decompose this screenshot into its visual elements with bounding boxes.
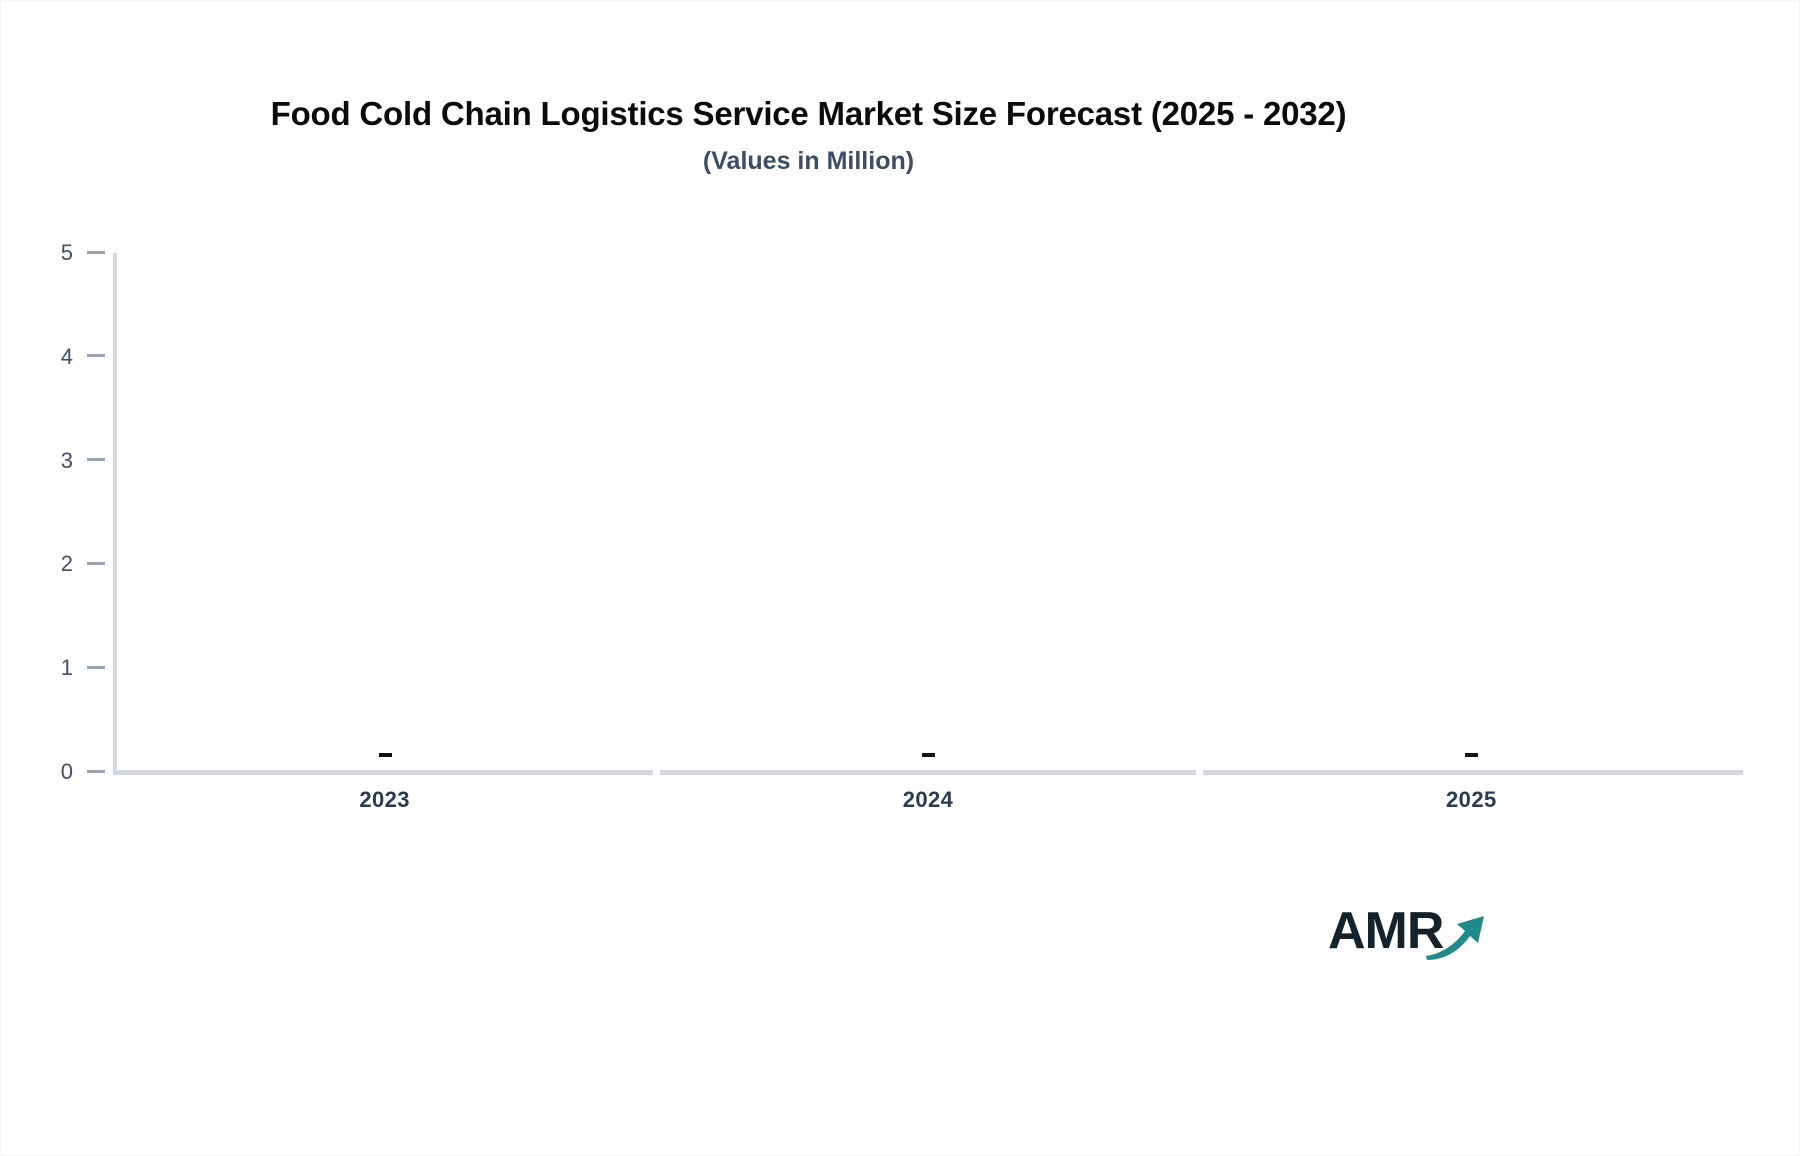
y-axis-tick: 1	[1, 655, 105, 681]
y-axis-tick-mark	[87, 458, 105, 462]
logo-wordmark: AMR	[1328, 902, 1444, 960]
x-axis-tick-label: 2023	[359, 787, 410, 812]
x-axis-segment	[659, 770, 1197, 775]
y-axis-tick: 0	[1, 759, 105, 784]
y-axis-tick-mark	[87, 665, 105, 669]
y-axis-tick-label: 1	[60, 655, 73, 681]
trend-up-arrow-icon	[1424, 908, 1486, 965]
y-axis-tick-mark	[87, 561, 105, 565]
y-axis-tick-label: 5	[60, 240, 73, 265]
x-axis-tick-label: 2024	[902, 787, 954, 812]
y-axis-tick-label: 2	[60, 551, 73, 577]
y-axis-tick: 3	[1, 447, 105, 473]
chart-subtitle: (Values in Million)	[702, 147, 915, 176]
y-axis-tick-mark	[87, 250, 105, 254]
data-point-marker	[378, 753, 392, 757]
data-point-marker	[1465, 753, 1479, 757]
amr-logo: AMR	[1328, 902, 1484, 960]
y-axis-tick-label: 0	[60, 759, 73, 784]
y-axis-tick-mark	[87, 769, 105, 773]
chart-title-block: Food Cold Chain Logistics Service Market…	[1, 93, 1616, 178]
y-axis-tick-label: 3	[60, 447, 73, 473]
y-axis-tick-label: 4	[60, 343, 73, 369]
y-axis-tick-mark	[87, 354, 105, 358]
y-axis-tick: 4	[1, 343, 105, 369]
y-axis-tick: 5	[1, 240, 105, 265]
x-axis-tick-label: 2025	[1446, 787, 1497, 812]
y-axis-line	[113, 253, 117, 773]
y-axis-tick: 2	[1, 551, 105, 577]
page-title: Food Cold Chain Logistics Service Market…	[270, 95, 1347, 132]
x-axis-segment	[1203, 770, 1743, 775]
data-point-marker	[922, 753, 935, 757]
x-axis-segment	[113, 770, 653, 775]
